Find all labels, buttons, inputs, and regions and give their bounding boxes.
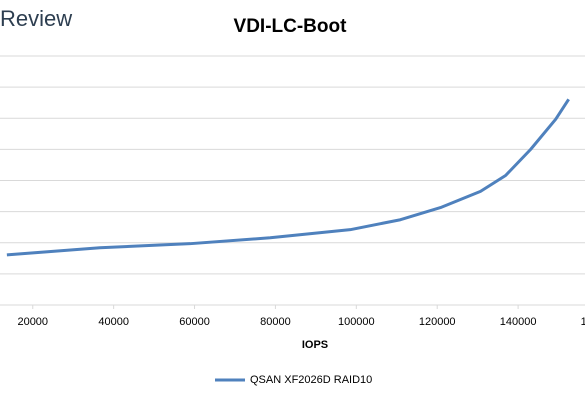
x-tick-label: 140000: [500, 316, 537, 328]
x-tick-label: 80000: [260, 316, 291, 328]
x-tick-label: 120000: [419, 316, 456, 328]
x-axis-title: IOPS: [302, 339, 328, 351]
x-tick-label: 20000: [17, 316, 48, 328]
x-tick-label: 60000: [179, 316, 210, 328]
brand: Review: [0, 6, 72, 31]
x-tick-label: 100000: [338, 316, 375, 328]
x-tick-label: 40000: [98, 316, 129, 328]
series-line: [6, 98, 570, 257]
x-tick-label: 160000: [581, 316, 585, 328]
legend-label: QSAN XF2026D RAID10: [250, 374, 372, 386]
chart-title: VDI-LC-Boot: [234, 16, 348, 37]
